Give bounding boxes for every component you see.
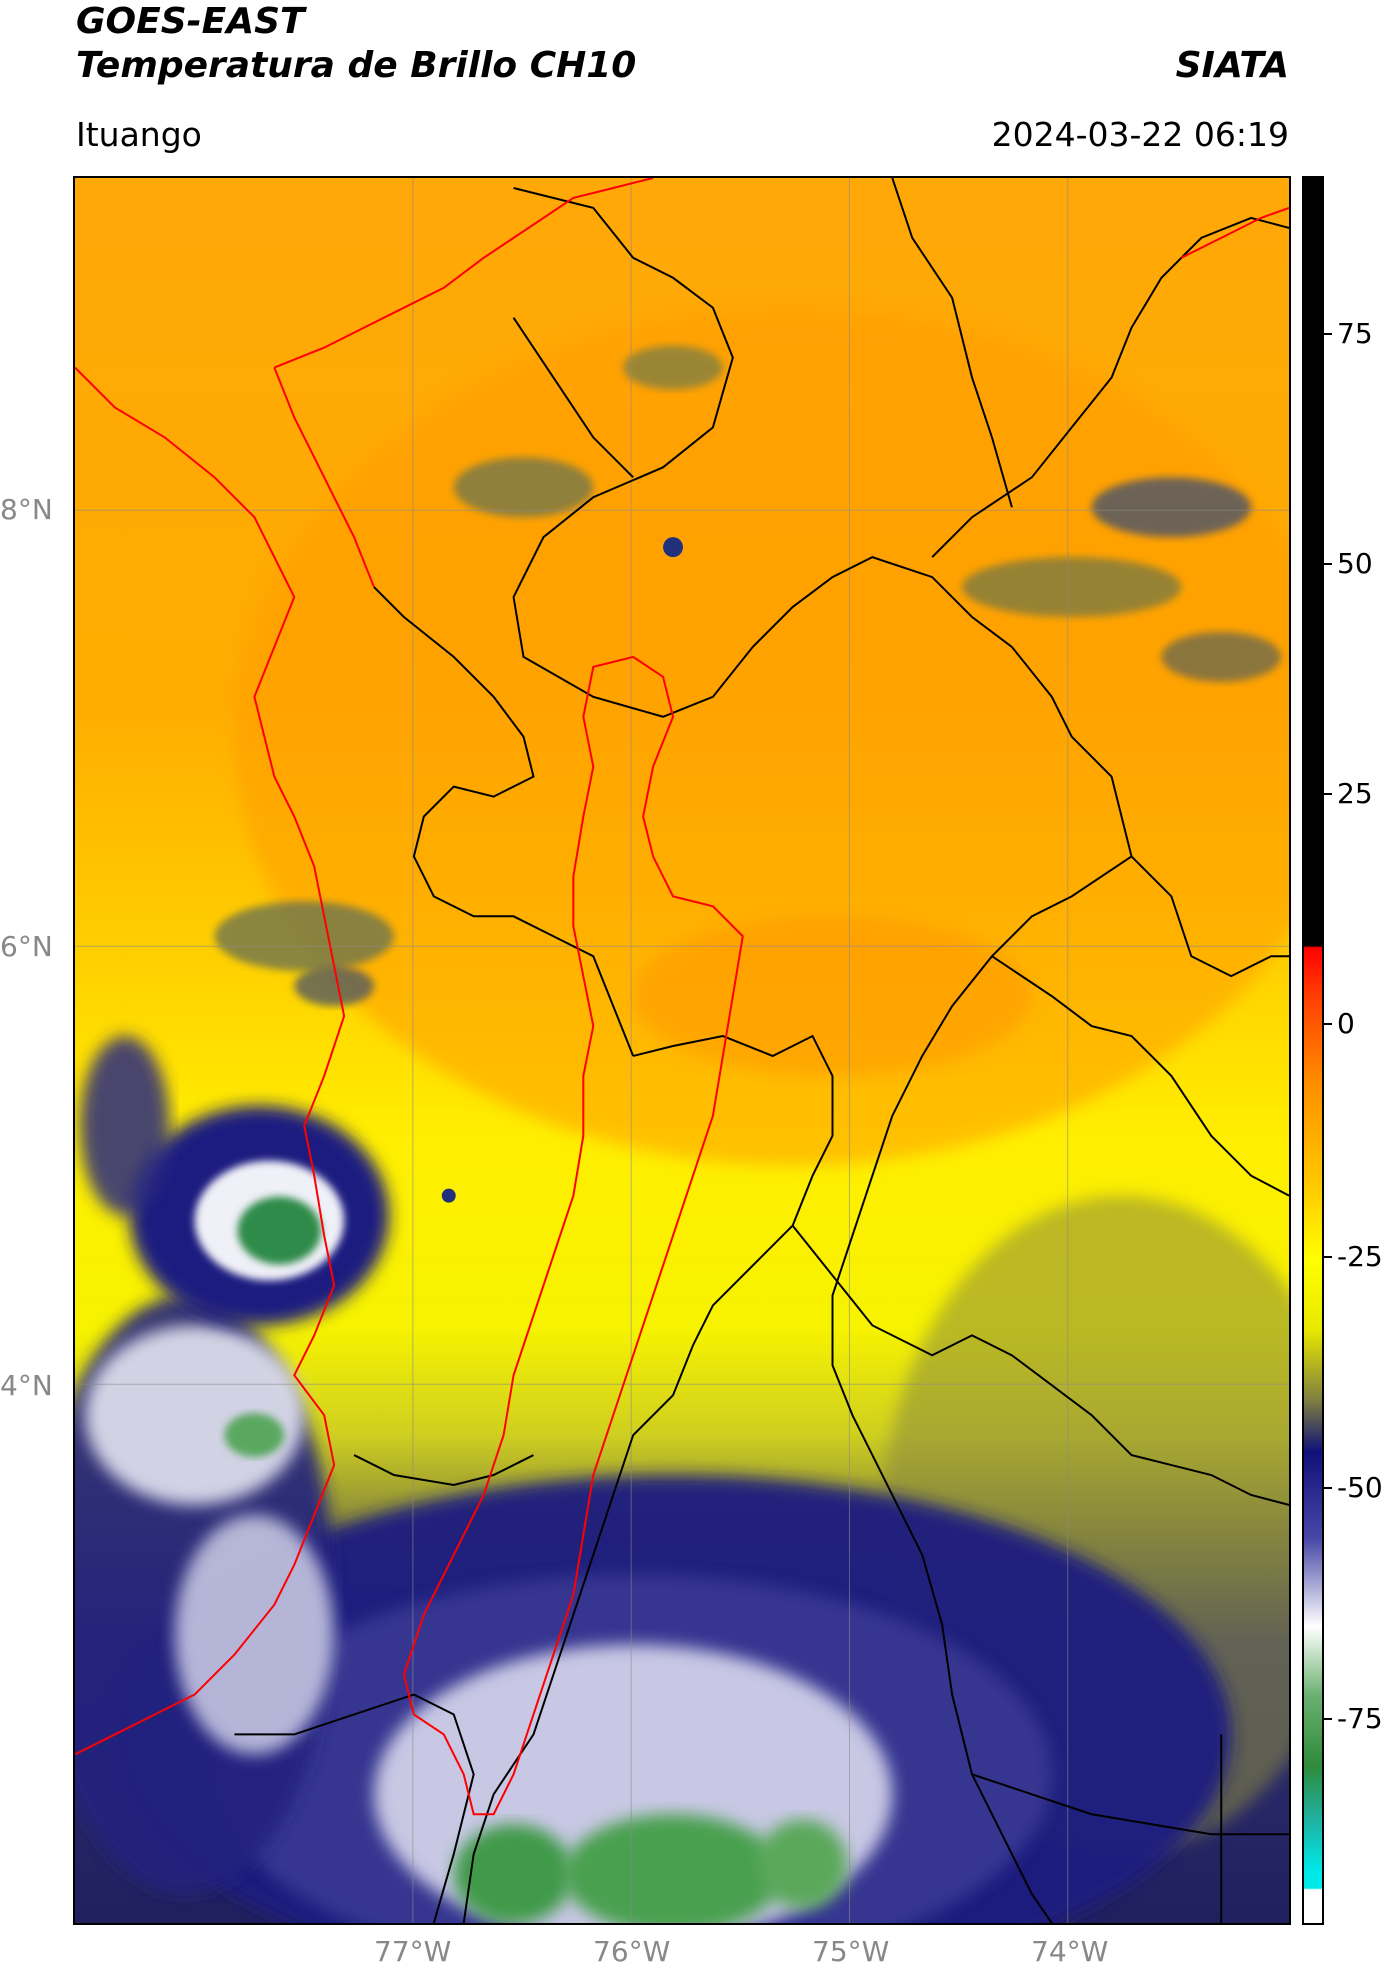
cold-cloud-top bbox=[84, 1325, 305, 1505]
lat-label-4n: 4°N bbox=[0, 1369, 53, 1402]
cold-cloud-top bbox=[174, 1514, 335, 1755]
very-cold-cloud-top bbox=[453, 1824, 574, 1923]
colorbar-tick bbox=[1324, 793, 1332, 795]
map-canvas bbox=[75, 178, 1289, 1923]
cloud-spot bbox=[1161, 631, 1282, 682]
cloud-spot bbox=[453, 457, 594, 518]
coastline-and-basin bbox=[75, 178, 1289, 1816]
organization-label: SIATA bbox=[1175, 45, 1289, 86]
title-product: Temperatura de Brillo CH10 bbox=[76, 45, 637, 86]
very-cold-cloud-top bbox=[757, 1819, 848, 1910]
cloud-spot bbox=[79, 1036, 170, 1216]
satellite-map[interactable] bbox=[73, 176, 1291, 1925]
cloud-spot bbox=[294, 966, 375, 1007]
colorbar-label-minus-50: -50 bbox=[1337, 1471, 1383, 1504]
colorbar bbox=[1302, 176, 1324, 1925]
colorbar-label-50: 50 bbox=[1337, 547, 1373, 580]
colorbar-label-minus-75: -75 bbox=[1337, 1702, 1383, 1735]
colorbar-tick bbox=[1324, 1023, 1332, 1025]
datetime-label: 2024-03-22 06:19 bbox=[991, 115, 1289, 154]
cloud-spot bbox=[441, 1188, 456, 1203]
cloud-spot bbox=[962, 557, 1182, 617]
colorbar-label-0: 0 bbox=[1337, 1007, 1355, 1040]
colorbar-tick bbox=[1324, 1718, 1332, 1720]
lon-label-75w: 75°W bbox=[812, 1935, 890, 1968]
very-cold-cloud-top bbox=[224, 1413, 285, 1458]
cloud-spot bbox=[214, 901, 394, 972]
lat-label-6n: 6°N bbox=[0, 930, 53, 963]
warm-region bbox=[633, 916, 1032, 1076]
colorbar-tick bbox=[1324, 563, 1332, 565]
department-boundaries bbox=[234, 178, 1289, 1923]
colorbar-label-minus-25: -25 bbox=[1337, 1240, 1383, 1273]
cloud-spot bbox=[623, 345, 723, 390]
very-cold-cloud-top bbox=[237, 1196, 322, 1265]
colorbar-label-75: 75 bbox=[1337, 317, 1373, 350]
very-cold-cloud-top bbox=[563, 1814, 783, 1923]
lon-label-76w: 76°W bbox=[593, 1935, 671, 1968]
colorbar-tick bbox=[1324, 333, 1332, 335]
colorbar-label-25: 25 bbox=[1337, 777, 1373, 810]
lat-label-8n: 8°N bbox=[0, 493, 53, 526]
colorbar-tick bbox=[1324, 1487, 1332, 1489]
cloud-spot bbox=[1091, 477, 1252, 538]
location-label: Ituango bbox=[76, 115, 202, 154]
warm-region bbox=[234, 307, 1289, 1166]
gridlines bbox=[75, 178, 1289, 1923]
lon-label-74w: 74°W bbox=[1031, 1935, 1109, 1968]
lon-label-77w: 77°W bbox=[374, 1935, 452, 1968]
cloud-spot bbox=[663, 537, 683, 558]
title-satellite: GOES-EAST bbox=[76, 1, 305, 42]
colorbar-gradient bbox=[1304, 178, 1322, 1923]
colorbar-tick bbox=[1324, 1256, 1332, 1258]
